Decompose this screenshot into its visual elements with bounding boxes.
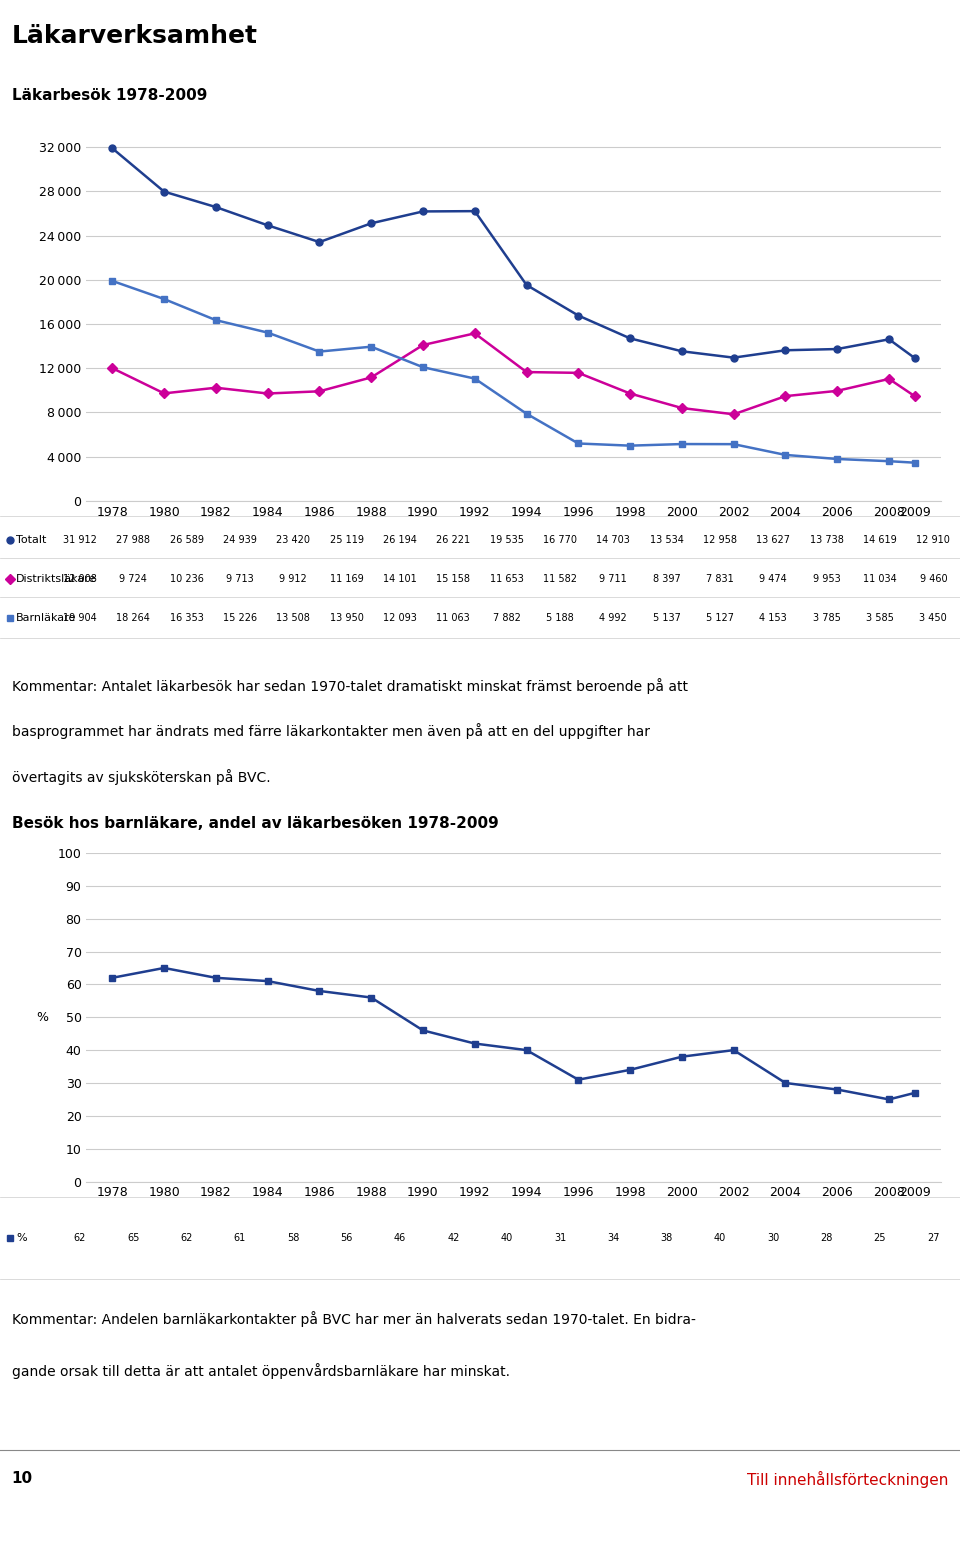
Text: 15 226: 15 226 bbox=[223, 613, 257, 623]
Text: 8 397: 8 397 bbox=[653, 574, 681, 584]
Text: 26 589: 26 589 bbox=[170, 535, 204, 545]
Text: 9 724: 9 724 bbox=[119, 574, 147, 584]
Text: 5 127: 5 127 bbox=[706, 613, 734, 623]
Text: 9 711: 9 711 bbox=[599, 574, 627, 584]
Text: 58: 58 bbox=[287, 1233, 300, 1243]
Text: 9 953: 9 953 bbox=[813, 574, 841, 584]
Text: 13 508: 13 508 bbox=[276, 613, 310, 623]
Text: 5 137: 5 137 bbox=[653, 613, 681, 623]
Text: basprogrammet har ändrats med färre läkarkontakter men även på att en del uppgif: basprogrammet har ändrats med färre läka… bbox=[12, 723, 650, 739]
Text: 23 420: 23 420 bbox=[276, 535, 310, 545]
Text: %: % bbox=[16, 1233, 27, 1243]
Text: Besök hos barnläkare, andel av läkarbesöken 1978-2009: Besök hos barnläkare, andel av läkarbesö… bbox=[12, 815, 498, 831]
Text: 13 950: 13 950 bbox=[329, 613, 364, 623]
Text: 40: 40 bbox=[714, 1233, 726, 1243]
Text: 42: 42 bbox=[447, 1233, 460, 1243]
Text: 27: 27 bbox=[927, 1233, 940, 1243]
Text: %: % bbox=[36, 1011, 48, 1024]
Text: 31: 31 bbox=[554, 1233, 566, 1243]
Text: 18 264: 18 264 bbox=[116, 613, 151, 623]
Text: 26 221: 26 221 bbox=[436, 535, 470, 545]
Text: 3 450: 3 450 bbox=[920, 613, 948, 623]
Text: 11 169: 11 169 bbox=[330, 574, 364, 584]
Text: 11 653: 11 653 bbox=[490, 574, 523, 584]
Text: 5 188: 5 188 bbox=[546, 613, 574, 623]
Text: 13 627: 13 627 bbox=[756, 535, 790, 545]
Text: 3 585: 3 585 bbox=[866, 613, 894, 623]
Text: 14 619: 14 619 bbox=[863, 535, 897, 545]
Text: 25 119: 25 119 bbox=[329, 535, 364, 545]
Text: gande orsak till detta är att antalet öppenvårdsbarnläkare har minskat.: gande orsak till detta är att antalet öp… bbox=[12, 1363, 510, 1379]
Text: 11 582: 11 582 bbox=[543, 574, 577, 584]
Text: 28: 28 bbox=[821, 1233, 833, 1243]
Text: 9 912: 9 912 bbox=[279, 574, 307, 584]
Text: 40: 40 bbox=[500, 1233, 513, 1243]
Text: 26 194: 26 194 bbox=[383, 535, 417, 545]
Text: Kommentar: Antalet läkarbesök har sedan 1970-talet dramatiskt minskat främst ber: Kommentar: Antalet läkarbesök har sedan … bbox=[12, 679, 687, 695]
Text: 12 958: 12 958 bbox=[703, 535, 737, 545]
Text: Läkarverksamhet: Läkarverksamhet bbox=[12, 23, 257, 49]
Text: 16 353: 16 353 bbox=[170, 613, 204, 623]
Text: 24 939: 24 939 bbox=[223, 535, 257, 545]
Text: 4 992: 4 992 bbox=[599, 613, 627, 623]
Text: 34: 34 bbox=[608, 1233, 619, 1243]
Text: 56: 56 bbox=[341, 1233, 353, 1243]
Text: Totalt: Totalt bbox=[16, 535, 46, 545]
Text: Distriktsläkare: Distriktsläkare bbox=[16, 574, 97, 584]
Text: Kommentar: Andelen barnläkarkontakter på BVC har mer än halverats sedan 1970-tal: Kommentar: Andelen barnläkarkontakter på… bbox=[12, 1311, 695, 1327]
Text: 13 534: 13 534 bbox=[650, 535, 684, 545]
Text: 12 910: 12 910 bbox=[917, 535, 950, 545]
Text: 62: 62 bbox=[180, 1233, 193, 1243]
Text: 11 063: 11 063 bbox=[437, 613, 470, 623]
Text: 15 158: 15 158 bbox=[437, 574, 470, 584]
Text: 10 236: 10 236 bbox=[170, 574, 204, 584]
Text: 30: 30 bbox=[767, 1233, 780, 1243]
Text: 10: 10 bbox=[12, 1471, 33, 1487]
Text: 46: 46 bbox=[394, 1233, 406, 1243]
Text: 25: 25 bbox=[874, 1233, 886, 1243]
Text: 7 882: 7 882 bbox=[492, 613, 520, 623]
Text: 9 474: 9 474 bbox=[759, 574, 787, 584]
Text: Barnläkare: Barnläkare bbox=[16, 613, 77, 623]
Text: 3 785: 3 785 bbox=[813, 613, 841, 623]
Text: övertagits av sjuksköterskan på BVC.: övertagits av sjuksköterskan på BVC. bbox=[12, 768, 270, 784]
Text: Till innehållsförteckningen: Till innehållsförteckningen bbox=[747, 1471, 948, 1488]
Text: 14 703: 14 703 bbox=[596, 535, 631, 545]
Text: 65: 65 bbox=[127, 1233, 139, 1243]
Text: 13 738: 13 738 bbox=[809, 535, 844, 545]
Text: 4 153: 4 153 bbox=[759, 613, 787, 623]
Text: Läkarbesök 1978-2009: Läkarbesök 1978-2009 bbox=[12, 88, 207, 103]
Text: 14 101: 14 101 bbox=[383, 574, 417, 584]
Text: 31 912: 31 912 bbox=[63, 535, 97, 545]
Text: 38: 38 bbox=[660, 1233, 673, 1243]
Text: 12 093: 12 093 bbox=[383, 613, 417, 623]
Text: 9 460: 9 460 bbox=[920, 574, 948, 584]
Text: 61: 61 bbox=[234, 1233, 246, 1243]
Text: 11 034: 11 034 bbox=[863, 574, 897, 584]
Text: 19 535: 19 535 bbox=[490, 535, 523, 545]
Text: 16 770: 16 770 bbox=[543, 535, 577, 545]
Text: 12 008: 12 008 bbox=[63, 574, 97, 584]
Text: 7 831: 7 831 bbox=[707, 574, 733, 584]
Text: 27 988: 27 988 bbox=[116, 535, 151, 545]
Text: 19 904: 19 904 bbox=[63, 613, 97, 623]
Text: 62: 62 bbox=[74, 1233, 86, 1243]
Text: 9 713: 9 713 bbox=[227, 574, 253, 584]
